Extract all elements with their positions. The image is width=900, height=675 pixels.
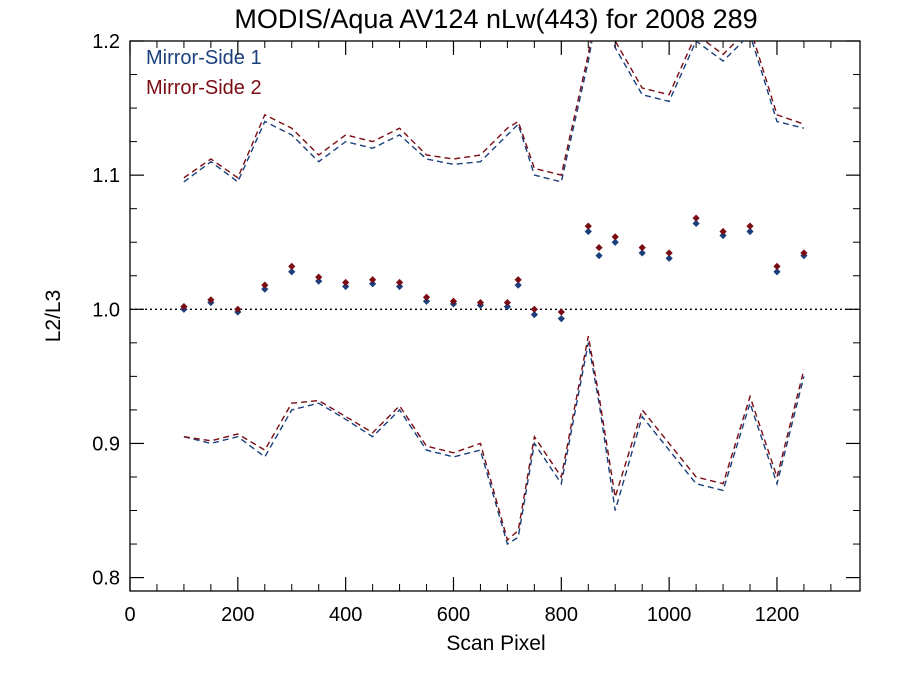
series-1-point xyxy=(503,303,512,311)
series-1-point xyxy=(692,219,700,228)
x-axis-label: Scan Pixel xyxy=(446,632,545,655)
series-2-point xyxy=(207,296,215,304)
x-tick-label: 0 xyxy=(124,604,135,626)
chart-title: MODIS/Aqua AV124 nLw(443) for 2008 289 xyxy=(234,4,757,34)
y-axis-label: L2/L3 xyxy=(42,290,65,343)
series-1-point xyxy=(638,249,646,257)
series-2-point xyxy=(180,303,188,311)
legend-entry-ms1: Mirror-Side 1 xyxy=(146,47,262,69)
plot-area xyxy=(130,41,860,546)
series-2-point xyxy=(288,262,296,270)
x-tick-label: 400 xyxy=(329,604,362,626)
series-2-point xyxy=(261,281,269,289)
x-tick-label: 600 xyxy=(437,604,470,626)
y-tick-label: 1.0 xyxy=(92,299,120,321)
series-1-point xyxy=(557,315,565,323)
series-2-point xyxy=(503,298,512,307)
series-2-point xyxy=(514,276,522,284)
series-1-point xyxy=(342,282,350,291)
axis-ticks: 0 200 400 600 800 1000 1200 0.8 0.9 1.0 1.1 1.2 xyxy=(92,31,860,626)
series-1-point xyxy=(261,285,269,293)
series-2-point xyxy=(422,293,431,301)
y-tick-label: 0.8 xyxy=(92,568,120,590)
plot-frame xyxy=(129,40,861,592)
series-1-point xyxy=(422,297,431,305)
x-tick-label: 200 xyxy=(221,604,254,626)
series-2-point xyxy=(395,278,404,287)
x-tick-label: 1200 xyxy=(755,604,800,626)
series-1-point xyxy=(530,311,538,319)
series-2-upper-envelope xyxy=(183,41,805,179)
series-2-point xyxy=(773,262,781,270)
series-2-point xyxy=(719,227,727,236)
y-tick-label: 1.2 xyxy=(92,31,120,53)
series-1-point xyxy=(611,238,619,246)
y-tick-label: 0.9 xyxy=(92,433,120,455)
series-2-point xyxy=(638,243,646,252)
series-1-point xyxy=(288,268,296,276)
y-tick-label: 1.1 xyxy=(92,165,120,187)
series-2-point xyxy=(595,243,603,252)
series-2-point xyxy=(611,233,619,241)
series-1-point xyxy=(369,280,377,288)
series-2-point xyxy=(449,297,458,305)
x-tick-label: 1000 xyxy=(647,604,692,626)
series-1-point xyxy=(746,227,754,236)
legend-entry-ms2: Mirror-Side 2 xyxy=(146,77,262,99)
series-2-point xyxy=(369,276,377,284)
series-2-point xyxy=(315,273,323,281)
series-1-point xyxy=(514,281,522,289)
series-1-point xyxy=(595,252,603,260)
series-1-point xyxy=(773,268,781,276)
series-1-point xyxy=(719,231,727,240)
series-2-point xyxy=(530,305,538,313)
series-2-lower-envelope xyxy=(183,335,805,542)
series-1-point xyxy=(395,282,404,291)
series-1-point xyxy=(315,277,323,285)
series-2-point xyxy=(800,249,808,257)
series-1-point xyxy=(584,227,592,236)
series-2-point xyxy=(746,222,754,230)
series-2-point xyxy=(476,298,485,307)
series-1-point xyxy=(665,254,673,262)
series-2-point xyxy=(692,214,700,222)
series-2-point xyxy=(665,249,673,257)
series-1-lower-envelope xyxy=(183,342,805,546)
series-2-point xyxy=(557,308,565,316)
x-tick-label: 800 xyxy=(545,604,578,626)
series-2-point xyxy=(342,278,350,287)
series-2-point xyxy=(584,222,592,230)
series-2-point xyxy=(234,305,242,313)
legend: Mirror-Side 1 Mirror-Side 2 xyxy=(146,47,262,99)
